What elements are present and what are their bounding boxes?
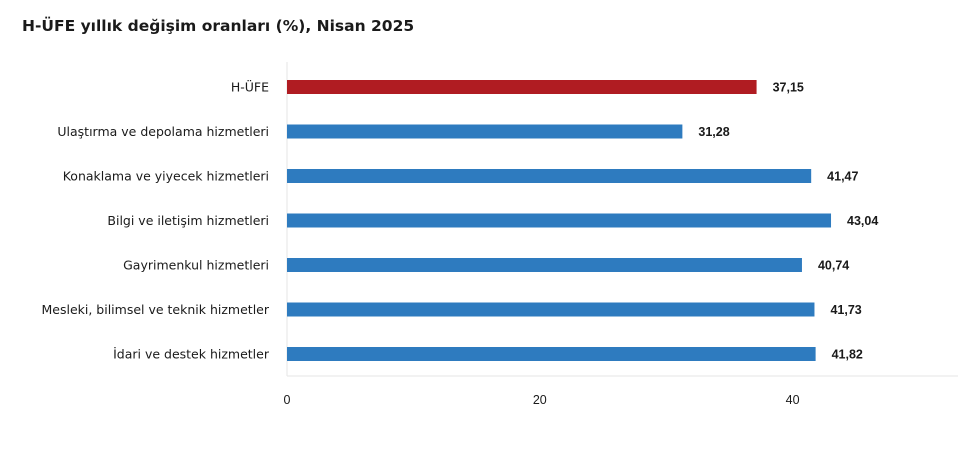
category-label-1: Ulaştırma ve depolama hizmetleri xyxy=(57,124,269,139)
value-label-4: 40,74 xyxy=(818,259,849,273)
bar-0 xyxy=(287,80,757,94)
bar-4 xyxy=(287,258,802,272)
category-label-5: Mesleki, bilimsel ve teknik hizmetler xyxy=(41,302,269,317)
value-label-1: 31,28 xyxy=(698,125,729,139)
value-label-6: 41,82 xyxy=(832,348,863,362)
bar-6 xyxy=(287,347,816,361)
bar-5 xyxy=(287,302,815,317)
category-label-4: Gayrimenkul hizmetleri xyxy=(123,258,269,273)
category-label-3: Bilgi ve iletişim hizmetleri xyxy=(107,213,269,228)
value-label-3: 43,04 xyxy=(847,214,878,228)
x-tick-label-0: 0 xyxy=(284,393,291,407)
value-label-2: 41,47 xyxy=(827,170,858,184)
chart-title: H-ÜFE yıllık değişim oranları (%), Nisan… xyxy=(22,17,415,35)
category-label-2: Konaklama ve yiyecek hizmetleri xyxy=(63,169,269,184)
bar-1 xyxy=(287,124,683,139)
value-label-5: 41,73 xyxy=(830,303,861,317)
category-label-6: İdari ve destek hizmetler xyxy=(113,347,270,362)
category-label-0: H-ÜFE xyxy=(231,79,269,95)
x-tick-label-1: 20 xyxy=(533,393,547,407)
bar-2 xyxy=(287,169,812,183)
bar-3 xyxy=(287,213,832,228)
value-label-0: 37,15 xyxy=(773,81,804,95)
x-tick-label-2: 40 xyxy=(786,393,800,407)
